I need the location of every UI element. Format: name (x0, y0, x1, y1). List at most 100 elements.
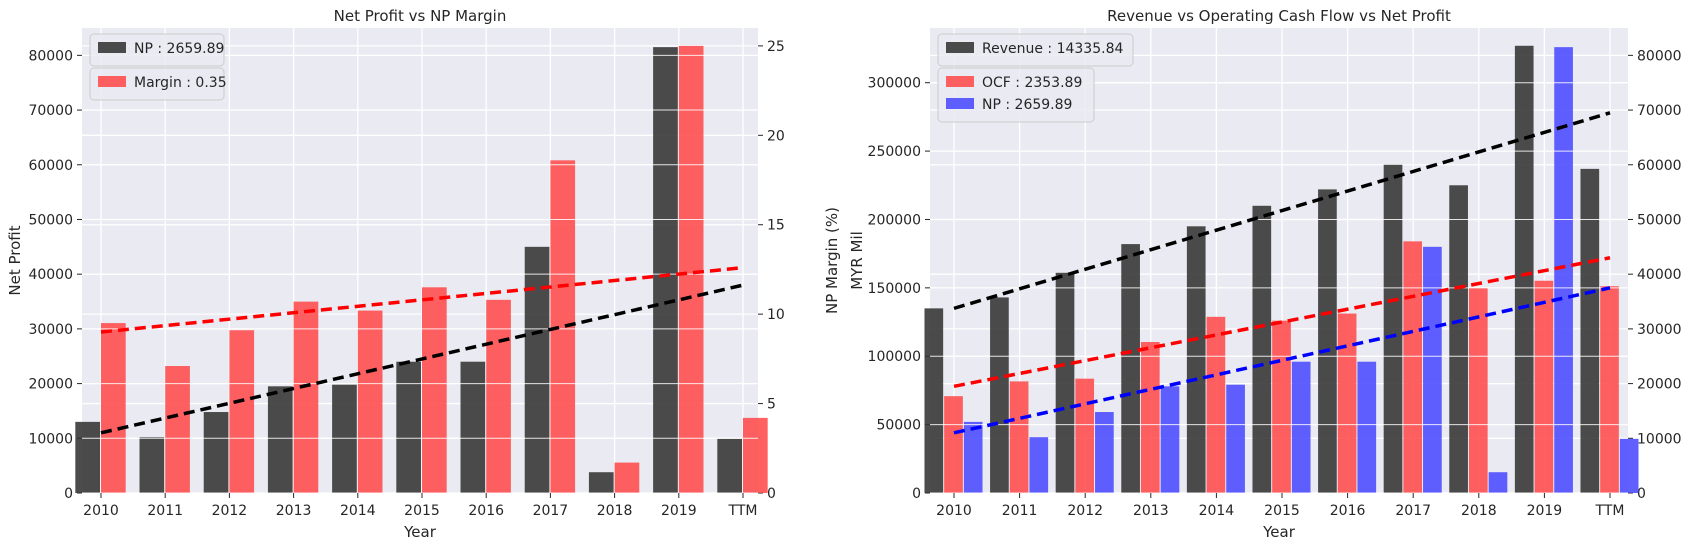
tick-label-x: 2015 (1264, 503, 1300, 519)
bar-np (460, 361, 486, 493)
tick-label-right: 10000 (1637, 431, 1682, 447)
bar-np (1423, 246, 1442, 493)
tick-label-x: 2018 (597, 503, 633, 519)
bar-np (1029, 437, 1049, 493)
legend-label: NP : 2659.89 (134, 41, 224, 57)
tick-label-x: 2010 (936, 503, 972, 519)
bar-ocf (1140, 342, 1160, 493)
tick-label-x: 2014 (340, 503, 376, 519)
trendline (100, 265, 744, 334)
bar-np (1357, 361, 1377, 493)
trendline (953, 256, 1611, 389)
bar-margin (293, 301, 319, 493)
trendline (953, 111, 1611, 311)
bar-margin (486, 299, 511, 493)
tick-label-left: 20000 (28, 377, 73, 393)
tick-label-right: 50000 (1637, 212, 1682, 228)
bar-ocf (1534, 280, 1554, 493)
legend-swatch (946, 42, 974, 53)
bar-revenue (1121, 244, 1140, 493)
bar-ocf (1272, 320, 1291, 493)
tick-label-x: 2017 (1395, 503, 1431, 519)
tick-label-right: 40000 (1637, 267, 1682, 283)
chart-panel-2: 0 50000 100000 150000 200000 250000 300000 0 100… (848, 7, 1682, 541)
legend-swatch (98, 42, 126, 53)
tick-label-x: TTM (1595, 503, 1625, 519)
bar-np (267, 386, 293, 493)
tick-label-right: 80000 (1637, 48, 1682, 64)
bar-revenue (1580, 168, 1600, 493)
bar-margin (357, 310, 383, 493)
legend-box (937, 33, 1134, 67)
tick-label-left: 200000 (868, 212, 921, 228)
bar-revenue (924, 308, 944, 493)
bar-np (1160, 386, 1180, 493)
tick-label-x: 2011 (1002, 503, 1038, 519)
tick-label-left: 70000 (28, 103, 73, 119)
tick-label-x: 2015 (404, 503, 440, 519)
tick-label-left: 0 (64, 486, 73, 502)
bar-ocf (1600, 286, 1619, 493)
tick-label-x: 2013 (1133, 503, 1169, 519)
tick-label-x: 2010 (83, 503, 119, 519)
bar-margin (678, 45, 704, 494)
bar-ocf (1403, 241, 1423, 493)
bar-np (1554, 47, 1573, 493)
tick-label-right: 30000 (1637, 322, 1682, 338)
bar-np (1291, 361, 1311, 493)
bar-margin (614, 462, 640, 493)
bar-margin (165, 366, 190, 493)
y-axis-label: Net Profit (6, 225, 24, 295)
bar-np (203, 412, 229, 493)
tick-label-x: 2014 (1199, 503, 1235, 519)
bar-margin (101, 323, 126, 493)
bar-margin (550, 160, 576, 493)
legend-swatch (946, 76, 974, 87)
x-axis-label: Year (403, 523, 437, 541)
tick-label-x: 2011 (147, 503, 183, 519)
bar-np (1488, 472, 1508, 493)
tick-label-x: 2012 (1067, 503, 1103, 519)
tick-label-left: 0 (912, 486, 921, 502)
tick-label-left: 150000 (868, 281, 921, 297)
legend-label: Margin : 0.35 (134, 75, 227, 91)
bar-revenue (1186, 226, 1206, 493)
legend-swatch (98, 76, 126, 87)
tick-label-right: 60000 (1637, 158, 1682, 174)
bar-np (1226, 384, 1245, 493)
legend-label: Revenue : 14335.84 (982, 41, 1123, 57)
bar-np (75, 421, 100, 493)
tick-label-right: 15 (767, 218, 785, 234)
tick-label-left: 300000 (868, 76, 921, 92)
chart-title: Revenue vs Operating Cash Flow vs Net Pr… (1107, 7, 1451, 25)
tick-label-left: 40000 (28, 267, 73, 283)
chart-panel-1: 0 10000 20000 30000 40000 50000 60000 70000 8000… (6, 7, 841, 541)
tick-label-x: 2019 (661, 503, 697, 519)
bar-revenue (990, 297, 1009, 493)
y-axis-label: MYR Mil (848, 231, 866, 290)
bar-ocf (1206, 316, 1226, 493)
bar-ocf (1009, 381, 1029, 493)
bar-ocf (1337, 313, 1357, 493)
tick-label-x: TTM (728, 503, 758, 519)
bar-revenue (1055, 272, 1075, 493)
chart-title: Net Profit vs NP Margin (334, 7, 507, 25)
tick-label-x: 2013 (276, 503, 312, 519)
tick-label-left: 50000 (28, 212, 73, 228)
bar-np (1095, 412, 1114, 493)
trendline (953, 286, 1611, 435)
tick-label-right: 70000 (1637, 103, 1682, 119)
bar-ocf (1468, 287, 1488, 493)
bar-ocf (1075, 378, 1095, 493)
bar-revenue (1514, 45, 1534, 493)
legend-swatch (946, 98, 974, 109)
bar-margin (422, 287, 447, 493)
tick-label-left: 100000 (868, 349, 921, 365)
bar-np (396, 361, 421, 493)
tick-label-left: 30000 (28, 322, 73, 338)
trendline (100, 283, 744, 435)
tick-label-right: 0 (1637, 486, 1646, 502)
tick-label-left: 10000 (28, 431, 73, 447)
